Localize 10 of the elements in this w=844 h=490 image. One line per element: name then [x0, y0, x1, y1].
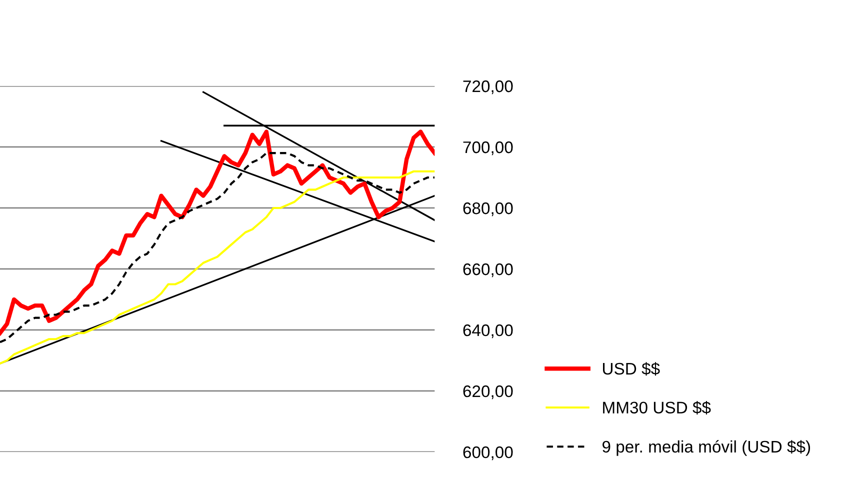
y-tick-label: 700,00	[463, 141, 513, 156]
legend-label: 9 per. media móvil (USD $$)	[602, 440, 810, 456]
y-tick-label: 680,00	[463, 202, 513, 216]
legend-label: USD $$	[603, 362, 660, 376]
y-tick-label: 640,00	[463, 324, 513, 338]
y-tick-label: 660,00	[463, 263, 513, 278]
legend-label: MM30 USD $$	[603, 400, 711, 414]
y-tick-label: 600,00	[463, 446, 513, 460]
y-tick-label: 620,00	[463, 385, 513, 400]
y-tick-label: 720,00	[463, 80, 513, 94]
